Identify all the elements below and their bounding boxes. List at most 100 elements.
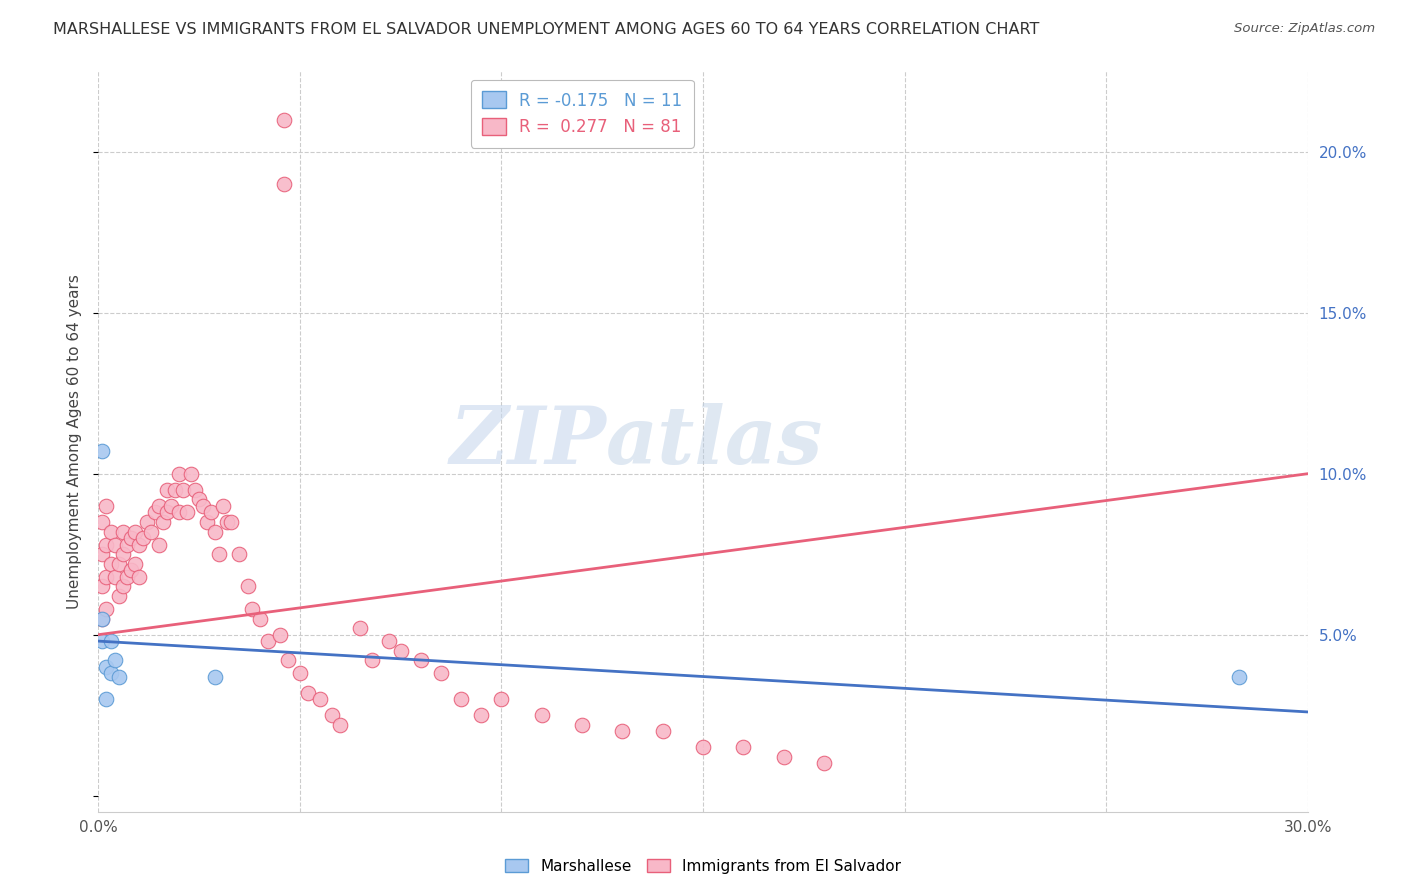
Point [184, 483, 207, 497]
Point [156, 483, 179, 497]
Point [249, 611, 271, 625]
Legend: Marshallese, Immigrants from El Salvador: Marshallese, Immigrants from El Salvador [499, 853, 907, 880]
Point [163, 483, 186, 497]
Point [128, 537, 150, 551]
Y-axis label: Unemployment Among Ages 60 to 64 years: Unemployment Among Ages 60 to 64 years [67, 274, 83, 609]
Point [128, 570, 150, 584]
Point [167, 505, 190, 519]
Point [1227, 669, 1250, 683]
Point [139, 524, 162, 539]
Point [100, 634, 122, 648]
Point [329, 718, 352, 732]
Point [96, 602, 118, 616]
Point [733, 740, 755, 755]
Point [124, 524, 146, 539]
Point [256, 634, 278, 648]
Point [188, 492, 211, 507]
Point [240, 602, 263, 616]
Point [651, 724, 673, 739]
Point [273, 112, 295, 127]
Point [450, 692, 472, 706]
Point [228, 547, 250, 561]
Point [96, 570, 118, 584]
Legend: R = -0.175   N = 11, R =  0.277   N = 81: R = -0.175 N = 11, R = 0.277 N = 81 [471, 79, 693, 148]
Point [91, 579, 114, 593]
Point [321, 708, 343, 723]
Text: MARSHALLESE VS IMMIGRANTS FROM EL SALVADOR UNEMPLOYMENT AMONG AGES 60 TO 64 YEAR: MARSHALLESE VS IMMIGRANTS FROM EL SALVAD… [53, 22, 1040, 37]
Point [107, 589, 129, 603]
Point [96, 537, 118, 551]
Point [221, 515, 243, 529]
Point [91, 634, 114, 648]
Text: Source: ZipAtlas.com: Source: ZipAtlas.com [1234, 22, 1375, 36]
Point [212, 499, 235, 513]
Point [772, 750, 794, 764]
Point [361, 653, 384, 667]
Point [96, 499, 118, 513]
Point [430, 666, 453, 681]
Point [236, 579, 259, 593]
Point [193, 499, 215, 513]
Point [692, 740, 714, 755]
Point [111, 579, 134, 593]
Point [176, 505, 198, 519]
Point [309, 692, 332, 706]
Point [167, 467, 190, 481]
Text: atlas: atlas [606, 403, 824, 480]
Text: ZIP: ZIP [450, 403, 606, 480]
Point [143, 505, 166, 519]
Point [96, 660, 118, 674]
Point [111, 524, 134, 539]
Point [200, 505, 222, 519]
Point [156, 505, 179, 519]
Point [148, 499, 170, 513]
Point [195, 515, 218, 529]
Point [530, 708, 553, 723]
Point [288, 666, 311, 681]
Point [100, 666, 122, 681]
Point [208, 547, 231, 561]
Point [269, 628, 291, 642]
Point [204, 669, 226, 683]
Point [217, 515, 239, 529]
Point [135, 515, 157, 529]
Point [377, 634, 399, 648]
Point [612, 724, 634, 739]
Point [389, 644, 412, 658]
Point [160, 499, 183, 513]
Point [100, 557, 122, 571]
Point [107, 669, 129, 683]
Point [273, 177, 295, 191]
Point [103, 570, 125, 584]
Point [204, 524, 226, 539]
Point [349, 621, 371, 635]
Point [91, 547, 114, 561]
Point [103, 537, 125, 551]
Point [571, 718, 593, 732]
Point [148, 537, 170, 551]
Point [132, 531, 155, 545]
Point [813, 756, 835, 771]
Point [91, 611, 114, 625]
Point [180, 467, 202, 481]
Point [124, 557, 146, 571]
Point [120, 531, 142, 545]
Point [100, 524, 122, 539]
Point [115, 537, 138, 551]
Point [91, 611, 114, 625]
Point [409, 653, 432, 667]
Point [491, 692, 513, 706]
Point [120, 563, 142, 577]
Point [96, 692, 118, 706]
Point [172, 483, 194, 497]
Point [277, 653, 299, 667]
Point [91, 444, 114, 458]
Point [115, 570, 138, 584]
Point [470, 708, 492, 723]
Point [111, 547, 134, 561]
Point [297, 685, 319, 699]
Point [107, 557, 129, 571]
Point [152, 515, 174, 529]
Point [91, 515, 114, 529]
Point [103, 653, 125, 667]
